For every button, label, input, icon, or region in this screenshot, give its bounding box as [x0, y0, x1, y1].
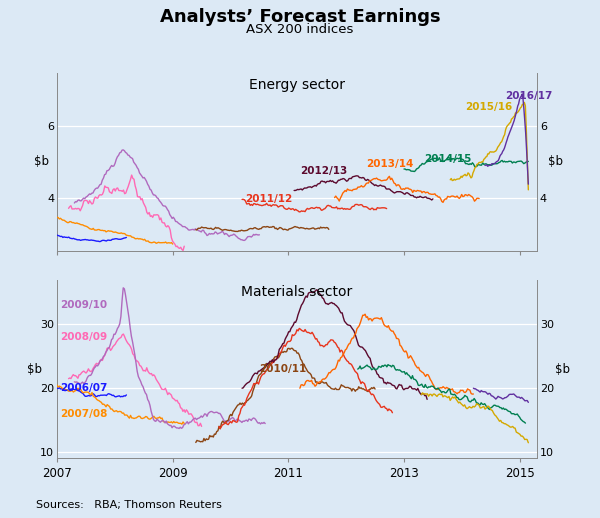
Text: 2016/17: 2016/17 — [505, 91, 553, 102]
Text: 2010/11: 2010/11 — [259, 364, 307, 375]
Text: 2011/12: 2011/12 — [245, 194, 292, 204]
Y-axis label: $b: $b — [548, 155, 563, 168]
Text: 2012/13: 2012/13 — [300, 166, 347, 177]
Text: 2008/09: 2008/09 — [60, 333, 107, 342]
Text: Analysts’ Forecast Earnings: Analysts’ Forecast Earnings — [160, 8, 440, 26]
Text: 2006/07: 2006/07 — [60, 383, 107, 393]
Text: 2007/08: 2007/08 — [60, 409, 107, 419]
Y-axis label: $b: $b — [34, 155, 49, 168]
Text: Sources:   RBA; Thomson Reuters: Sources: RBA; Thomson Reuters — [36, 500, 222, 510]
Y-axis label: $b: $b — [27, 363, 42, 376]
Text: ASX 200 indices: ASX 200 indices — [247, 23, 353, 36]
Text: Energy sector: Energy sector — [249, 78, 345, 92]
Text: 2014/15: 2014/15 — [424, 154, 472, 164]
Y-axis label: $b: $b — [555, 363, 570, 376]
Text: 2015/16: 2015/16 — [465, 102, 512, 112]
Text: Materials sector: Materials sector — [241, 285, 353, 299]
Text: 2013/14: 2013/14 — [367, 159, 414, 169]
Text: 2009/10: 2009/10 — [60, 300, 107, 310]
